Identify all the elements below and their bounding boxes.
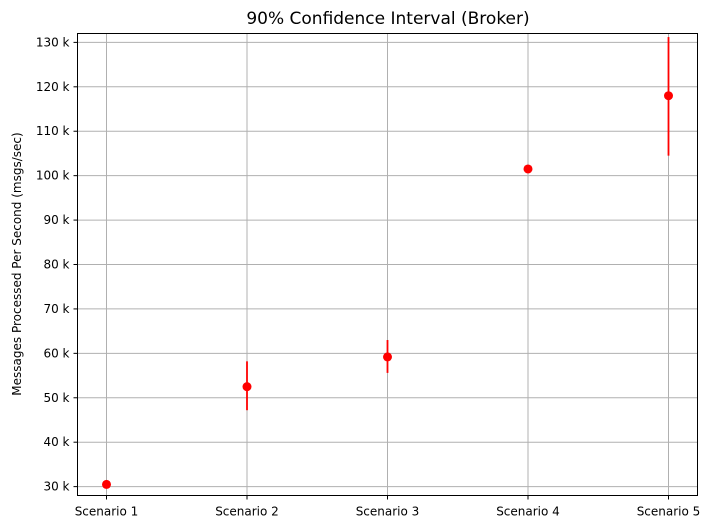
grid-lines [77, 33, 698, 496]
x-tick-label: Scenario 5 [637, 505, 701, 519]
x-tick-label: Scenario 4 [496, 505, 560, 519]
y-tick-label: 40 k [43, 435, 69, 449]
y-tick-label: 100 k [36, 169, 70, 183]
y-tick-label: 30 k [43, 480, 69, 494]
y-tick-label: 110 k [36, 124, 70, 138]
data-point [664, 91, 673, 101]
y-tick-label: 50 k [43, 391, 69, 405]
y-tick-label: 70 k [43, 302, 69, 316]
data-point [523, 164, 533, 174]
plot-frame [77, 33, 698, 496]
y-axis-label: Messages Processed Per Second (msgs/sec) [10, 132, 24, 395]
x-tick-label: Scenario 3 [356, 505, 420, 519]
y-tick-label: 90 k [43, 213, 69, 227]
data-marks [102, 37, 673, 489]
x-tick-label: Scenario 1 [75, 505, 139, 519]
data-point [242, 382, 252, 392]
y-tick-label: 80 k [43, 258, 69, 272]
data-point [102, 479, 111, 489]
y-tick-label: 130 k [36, 35, 70, 49]
x-tick-label: Scenario 2 [215, 505, 279, 519]
y-tick-label: 60 k [43, 346, 69, 360]
axis-ticks: Scenario 1 Scenario 2 Scenario 3 Scenario 4… [36, 35, 700, 518]
chart-title: 90% Confidence Interval (Broker) [246, 9, 529, 29]
data-point [383, 352, 392, 362]
y-tick-label: 120 k [36, 80, 70, 94]
